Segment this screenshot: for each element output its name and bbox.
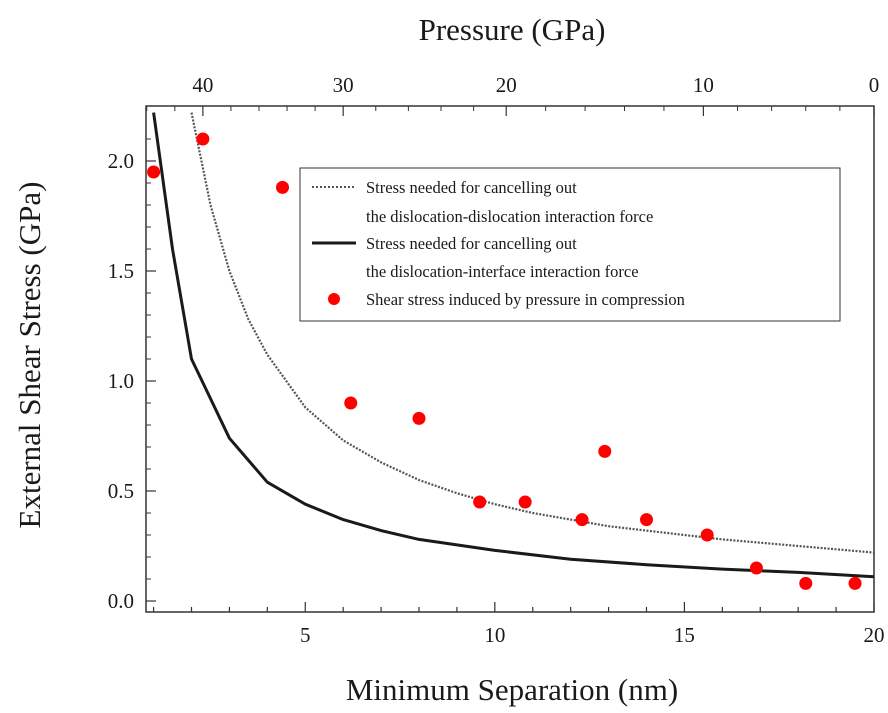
legend: Stress needed for cancelling out the dis… <box>299 167 841 322</box>
data-point <box>344 396 358 410</box>
data-point <box>598 444 612 458</box>
legend-label-pressure-shear: Shear stress induced by pressure in comp… <box>366 290 685 309</box>
y-tick-label: 0.0 <box>108 589 134 613</box>
y-tick-label: 2.0 <box>108 149 134 173</box>
series-line-dislocation-dislocation <box>190 112 875 554</box>
series-markers <box>147 132 862 590</box>
legend-swatch-pressure-shear <box>328 293 340 305</box>
legend-label-dislocation-interface-line1: Stress needed for cancelling out <box>366 234 577 253</box>
y-tick-label: 1.5 <box>108 259 134 283</box>
x-axis-title: Minimum Separation (nm) <box>346 672 678 707</box>
axis-tick-labels: 5 10 15 20 0.0 0.5 1.0 1.5 2.0 40 30 20 10 0 <box>108 73 885 647</box>
top-tick-label: 40 <box>192 73 213 97</box>
top-tick-label: 10 <box>693 73 714 97</box>
series-line-dislocation-interface <box>152 112 875 579</box>
data-point <box>749 561 763 575</box>
y-tick-label: 0.5 <box>108 479 134 503</box>
x-tick-label: 15 <box>674 623 695 647</box>
data-point <box>575 513 589 527</box>
data-point <box>700 528 714 542</box>
data-point <box>848 576 862 590</box>
y-tick-label: 1.0 <box>108 369 134 393</box>
y-axis-title: External Shear Stress (GPa) <box>12 182 47 529</box>
data-point <box>799 576 813 590</box>
x-tick-label: 10 <box>484 623 505 647</box>
series-curves <box>152 112 875 579</box>
legend-label-dislocation-dislocation-line1: Stress needed for cancelling out <box>366 178 577 197</box>
legend-label-dislocation-interface-line2: the dislocation-interface interaction fo… <box>366 262 639 281</box>
data-point <box>518 495 532 509</box>
top-axis-title: Pressure (GPa) <box>419 12 606 47</box>
axis-ticks <box>146 106 875 612</box>
data-point <box>276 180 289 194</box>
data-point <box>412 411 426 425</box>
top-tick-label: 0 <box>869 73 880 97</box>
legend-label-dislocation-dislocation-line2: the dislocation-dislocation interaction … <box>366 207 653 226</box>
top-tick-label: 30 <box>333 73 354 97</box>
data-point <box>196 132 210 146</box>
data-point <box>473 495 487 509</box>
x-tick-label: 5 <box>300 623 311 647</box>
data-point <box>640 513 653 527</box>
data-point <box>147 165 161 179</box>
x-tick-label: 20 <box>864 623 885 647</box>
top-tick-label: 20 <box>496 73 517 97</box>
legend-box <box>299 167 841 322</box>
